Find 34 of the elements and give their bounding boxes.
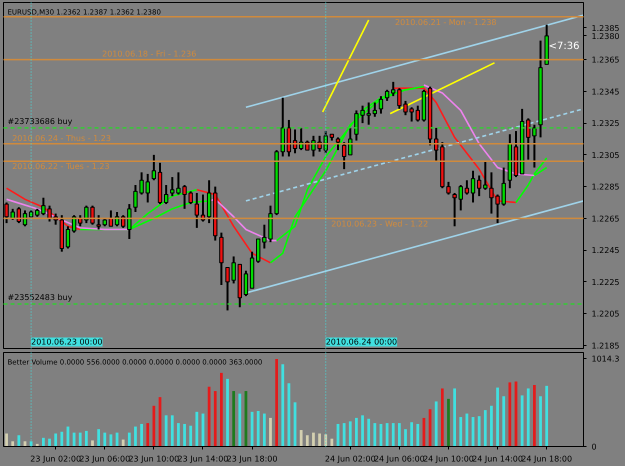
annotation: <7:36 xyxy=(548,41,580,52)
x-tick-label: 23 Jun 10:00 xyxy=(128,454,180,464)
y-tick-label: 1.2365 xyxy=(592,56,620,65)
ref-line-label: 2010.06.24 00:00 xyxy=(326,338,398,346)
y-tick-label: 0 xyxy=(592,442,597,452)
y-tick-label: 1.2225 xyxy=(592,278,620,287)
y-tick-label: 1.2305 xyxy=(592,150,620,160)
x-tick-label: 23 Jun 06:00 xyxy=(79,454,130,464)
y-tick-label: 1.2380 xyxy=(592,32,620,41)
ref-line-label: 2010.06.22 - Tues - 1.23 xyxy=(12,162,110,172)
ref-line-label: 2010.06.18 - Fri - 1.236 xyxy=(102,50,196,59)
ref-line-label: #23733686 buy xyxy=(8,116,73,126)
y-tick-label: 1.2345 xyxy=(592,87,620,96)
ref-line-label: #23552483 buy xyxy=(8,293,73,302)
x-tick-label: 23 Jun 18:00 xyxy=(226,454,278,464)
y-tick-label: 1.2245 xyxy=(592,246,620,256)
y-tick-label: 1.2185 xyxy=(592,341,620,350)
x-tick-label: 24 Jun 18:00 xyxy=(521,454,572,464)
y-tick-label: 1.2205 xyxy=(592,310,620,319)
x-tick-label: 24 Jun 02:00 xyxy=(324,454,376,464)
ref-line-label: 2010.06.23 - Wed - 1.22 xyxy=(331,219,428,228)
y-tick-label: 1014.3 xyxy=(592,354,620,364)
y-tick-label: 1.2285 xyxy=(592,182,620,192)
y-tick-label: 1.2265 xyxy=(592,214,620,224)
x-tick-label: 24 Jun 14:00 xyxy=(472,454,523,464)
x-tick-label: 24 Jun 06:00 xyxy=(374,454,425,464)
y-tick-label: 1.2325 xyxy=(592,119,620,128)
ref-line-label: 2010.06.24 - Thus - 1.23 xyxy=(12,134,111,143)
ref-line-label: 2010.06.23 00:00 xyxy=(31,338,103,346)
x-tick-label: 23 Jun 02:00 xyxy=(30,454,82,464)
ref-line-label: 2010.06.21 - Mon - 1.238 xyxy=(395,18,497,27)
x-tick-label: 24 Jun 10:00 xyxy=(423,454,474,464)
y-tick-label: 1.2385 xyxy=(592,24,620,33)
x-tick-label: 23 Jun 14:00 xyxy=(178,454,228,464)
